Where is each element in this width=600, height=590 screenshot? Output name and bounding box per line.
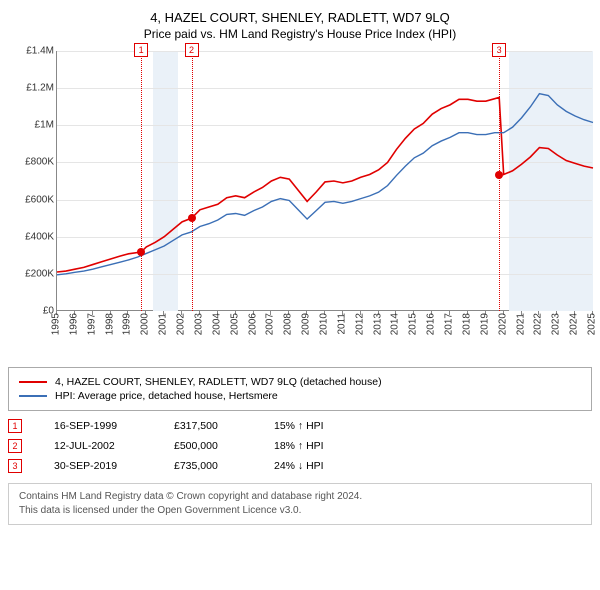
event-marker: 3 — [492, 43, 506, 57]
x-tick-label: 2016 — [426, 313, 437, 335]
event-row: 2 12-JUL-2002£500,00018% ↑ HPI — [8, 439, 592, 453]
attribution-line1: Contains HM Land Registry data © Crown c… — [19, 490, 581, 504]
event-number-badge: 3 — [8, 459, 22, 473]
series-property — [57, 97, 593, 272]
attribution: Contains HM Land Registry data © Crown c… — [8, 483, 592, 525]
event-row: 1 16-SEP-1999£317,50015% ↑ HPI — [8, 419, 592, 433]
legend-item: HPI: Average price, detached house, Hert… — [19, 390, 581, 402]
events-table: 1 16-SEP-1999£317,50015% ↑ HPI 2 12-JUL-200… — [8, 419, 592, 473]
event-marker: 1 — [134, 43, 148, 57]
x-tick-label: 1999 — [122, 313, 133, 335]
event-price: £735,000 — [174, 460, 274, 472]
x-tick-label: 2002 — [176, 313, 187, 335]
x-tick-label: 2001 — [158, 313, 169, 335]
event-number-badge: 2 — [8, 439, 22, 453]
event-row: 3 30-SEP-2019£735,00024% ↓ HPI — [8, 459, 592, 473]
x-tick-label: 1997 — [86, 313, 97, 335]
sale-dot — [495, 171, 503, 179]
x-tick-label: 1996 — [68, 313, 79, 335]
event-date: 30-SEP-2019 — [54, 460, 174, 472]
event-vline — [192, 51, 193, 311]
x-tick-label: 2019 — [479, 313, 490, 335]
y-tick-label: £1M — [35, 120, 54, 131]
y-tick-label: £400K — [25, 231, 54, 242]
page-subtitle: Price paid vs. HM Land Registry's House … — [8, 27, 592, 41]
y-tick-label: £800K — [25, 157, 54, 168]
event-date: 16-SEP-1999 — [54, 420, 174, 432]
x-axis-labels: 1995199619971998199920002001200220032004… — [56, 311, 592, 361]
event-delta: 18% ↑ HPI — [274, 440, 374, 452]
x-tick-label: 2000 — [140, 313, 151, 335]
chart-svg — [57, 51, 593, 311]
x-tick-label: 2012 — [354, 313, 365, 335]
x-tick-label: 2008 — [283, 313, 294, 335]
y-tick-label: £600K — [25, 194, 54, 205]
event-number-badge: 1 — [8, 419, 22, 433]
legend-label: HPI: Average price, detached house, Hert… — [55, 390, 278, 402]
legend-item: 4, HAZEL COURT, SHENLEY, RADLETT, WD7 9L… — [19, 376, 581, 388]
event-delta: 15% ↑ HPI — [274, 420, 374, 432]
x-tick-label: 2007 — [265, 313, 276, 335]
y-tick-label: £1.2M — [26, 83, 54, 94]
legend-swatch — [19, 395, 47, 397]
sale-dot — [137, 248, 145, 256]
x-tick-label: 1995 — [51, 313, 62, 335]
series-hpi — [57, 94, 593, 275]
event-delta: 24% ↓ HPI — [274, 460, 374, 472]
x-tick-label: 2021 — [515, 313, 526, 335]
x-tick-label: 2010 — [319, 313, 330, 335]
legend: 4, HAZEL COURT, SHENLEY, RADLETT, WD7 9L… — [8, 367, 592, 411]
event-marker: 2 — [185, 43, 199, 57]
x-tick-label: 2013 — [372, 313, 383, 335]
y-tick-label: £1.4M — [26, 46, 54, 57]
x-tick-label: 2003 — [193, 313, 204, 335]
x-tick-label: 2020 — [497, 313, 508, 335]
x-tick-label: 1998 — [104, 313, 115, 335]
x-tick-label: 2006 — [247, 313, 258, 335]
legend-label: 4, HAZEL COURT, SHENLEY, RADLETT, WD7 9L… — [55, 376, 382, 388]
x-tick-label: 2018 — [461, 313, 472, 335]
x-tick-label: 2023 — [551, 313, 562, 335]
chart-area: £0£200K£400K£600K£800K£1M£1.2M£1.4M 123 … — [8, 51, 592, 361]
event-price: £317,500 — [174, 420, 274, 432]
legend-swatch — [19, 381, 47, 383]
x-tick-label: 2005 — [229, 313, 240, 335]
x-tick-label: 2014 — [390, 313, 401, 335]
x-tick-label: 2011 — [336, 313, 347, 335]
event-vline — [499, 51, 500, 311]
event-date: 12-JUL-2002 — [54, 440, 174, 452]
attribution-line2: This data is licensed under the Open Gov… — [19, 504, 581, 518]
plot-area: 123 — [56, 51, 592, 311]
x-tick-label: 2024 — [569, 313, 580, 335]
x-tick-label: 2015 — [408, 313, 419, 335]
x-tick-label: 2004 — [211, 313, 222, 335]
y-axis-labels: £0£200K£400K£600K£800K£1M£1.2M£1.4M — [8, 51, 56, 311]
x-tick-label: 2022 — [533, 313, 544, 335]
sale-dot — [188, 214, 196, 222]
x-tick-label: 2017 — [444, 313, 455, 335]
x-tick-label: 2025 — [587, 313, 598, 335]
x-tick-label: 2009 — [301, 313, 312, 335]
y-tick-label: £200K — [25, 268, 54, 279]
event-vline — [141, 51, 142, 311]
page-title: 4, HAZEL COURT, SHENLEY, RADLETT, WD7 9L… — [8, 10, 592, 25]
event-price: £500,000 — [174, 440, 274, 452]
